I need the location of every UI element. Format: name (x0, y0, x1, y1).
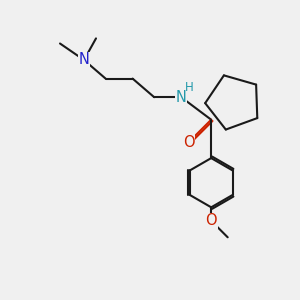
Text: H: H (185, 81, 194, 94)
Text: N: N (79, 52, 89, 68)
Text: O: O (183, 135, 194, 150)
Text: N: N (176, 90, 187, 105)
Text: O: O (206, 213, 217, 228)
